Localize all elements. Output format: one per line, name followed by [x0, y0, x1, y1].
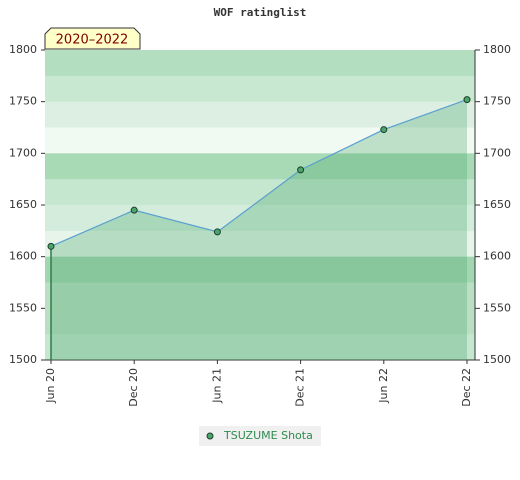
band	[45, 75, 475, 103]
band	[45, 308, 475, 335]
y-tick-label: 1750	[9, 95, 37, 108]
point	[130, 206, 138, 214]
band	[45, 127, 475, 154]
x-tick-label: Jun 22	[377, 368, 390, 404]
x-tick-label: Dec 22	[460, 368, 473, 407]
y2-tick-label: 1750	[483, 95, 511, 108]
annotation: 2020–2022	[56, 33, 129, 48]
y-tick-label: 1500	[9, 353, 37, 366]
y2-tick-label: 1500	[483, 353, 511, 366]
band	[45, 282, 475, 309]
y-tick-label: 1600	[9, 250, 37, 263]
band	[45, 50, 475, 77]
x-tick-label: Jun 21	[210, 368, 223, 404]
band	[45, 101, 475, 128]
annotation-box	[44, 27, 141, 50]
band	[45, 334, 475, 361]
band	[45, 230, 475, 258]
x-tick-label: Jun 20	[44, 368, 57, 404]
legend-marker	[206, 432, 214, 440]
line	[50, 99, 468, 247]
y2-tick-label: 1600	[483, 250, 511, 263]
chart-title: WOF ratinglist	[214, 6, 307, 19]
y2-tick-label: 1700	[483, 146, 511, 159]
y-tick-label: 1800	[9, 43, 37, 56]
legend-label: TSUZUME Shota	[223, 429, 313, 442]
x-tick-label: Dec 21	[294, 368, 307, 407]
y-tick-label: 1700	[9, 146, 37, 159]
point	[47, 242, 55, 250]
y-tick-label: 1650	[9, 198, 37, 211]
y2-tick-label: 1550	[483, 301, 511, 314]
point	[213, 228, 221, 236]
x-tick-label: Dec 20	[127, 368, 140, 407]
area	[51, 99, 467, 360]
band	[45, 256, 475, 283]
point	[297, 166, 305, 174]
point	[463, 96, 471, 104]
band	[45, 179, 475, 206]
y-tick-label: 1550	[9, 301, 37, 314]
y2-tick-label: 1650	[483, 198, 511, 211]
band	[45, 153, 475, 180]
point	[380, 126, 388, 134]
legend-box	[199, 426, 321, 446]
background	[45, 50, 475, 361]
y2-tick-label: 1800	[483, 43, 511, 56]
